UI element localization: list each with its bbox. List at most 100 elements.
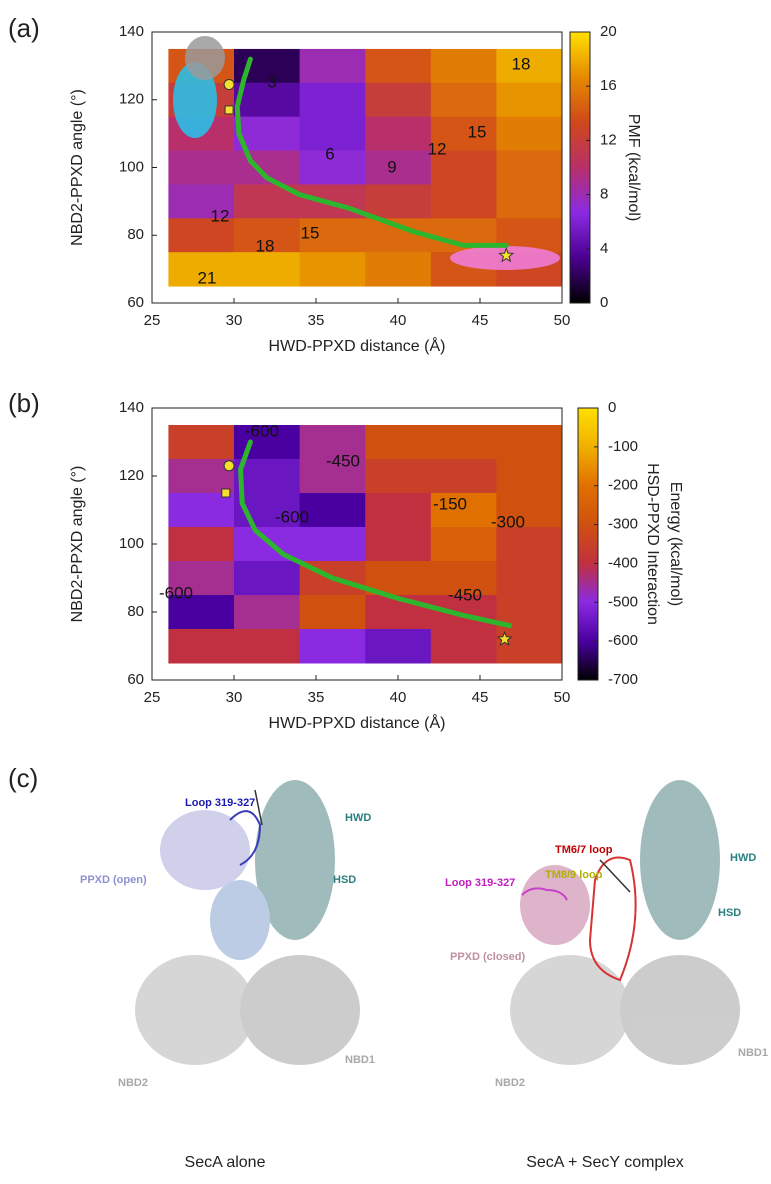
heatmap-cell bbox=[430, 48, 497, 84]
y-tick-label: 60 bbox=[127, 671, 144, 688]
structure-label: NBD1 bbox=[345, 1054, 375, 1066]
x-tick-label: 50 bbox=[554, 312, 571, 329]
contour-label: -150 bbox=[433, 494, 467, 513]
colorbar-tick-label: -600 bbox=[608, 632, 638, 649]
heatmap-cell bbox=[168, 184, 235, 219]
pathway bbox=[238, 439, 513, 629]
heatmap-cell bbox=[299, 459, 366, 494]
heatmap-cell bbox=[365, 48, 432, 84]
heatmap-cell bbox=[234, 459, 301, 494]
structure-right bbox=[510, 780, 740, 1065]
x-tick-label: 30 bbox=[226, 689, 243, 706]
heatmap-cell bbox=[299, 493, 366, 528]
heatmap-cell bbox=[299, 116, 366, 152]
contour-label: -600 bbox=[245, 421, 279, 440]
y-tick-label: 60 bbox=[127, 294, 144, 311]
structure-label: NBD2 bbox=[118, 1077, 148, 1089]
colorbar-tick-label: 12 bbox=[600, 131, 617, 148]
heatmap-cell bbox=[234, 218, 301, 253]
heatmap-cell bbox=[496, 48, 563, 84]
contour-label: 12 bbox=[428, 139, 447, 158]
heatmap-cell bbox=[365, 425, 432, 460]
y-tick-label: 80 bbox=[127, 226, 144, 243]
marker bbox=[498, 247, 515, 263]
heatmap-cell bbox=[365, 459, 432, 494]
caption: SecA alone bbox=[185, 1154, 266, 1171]
colorbar-tick-label: 0 bbox=[600, 294, 608, 311]
structure-label: Loop 319-327 bbox=[185, 797, 255, 809]
marker bbox=[221, 488, 231, 498]
heatmap-cell bbox=[430, 561, 497, 596]
colorbar bbox=[569, 31, 591, 304]
x-tick-label: 35 bbox=[308, 689, 325, 706]
colorbar bbox=[577, 407, 599, 681]
structure-label: PPXD (open) bbox=[80, 874, 147, 886]
heatmap-cell bbox=[430, 629, 497, 664]
colorbar-tick-label: -700 bbox=[608, 671, 638, 688]
marker bbox=[223, 79, 235, 91]
y-tick-label: 100 bbox=[119, 535, 144, 552]
marker bbox=[496, 630, 513, 646]
heatmap-cell bbox=[234, 252, 301, 287]
heatmap-cell bbox=[365, 629, 432, 664]
heatmap-cell bbox=[168, 527, 235, 562]
heatmap-cell bbox=[496, 493, 563, 528]
y-tick-label: 140 bbox=[119, 23, 144, 40]
heatmap-cell bbox=[430, 425, 497, 460]
y-tick-label: 80 bbox=[127, 603, 144, 620]
contour-label: 15 bbox=[301, 223, 320, 242]
colorbar-tick-label: 0 bbox=[608, 399, 616, 416]
pathway bbox=[234, 56, 509, 248]
colorbar-tick-label: 4 bbox=[600, 240, 608, 257]
heatmap-cell bbox=[168, 150, 235, 185]
y-tick-label: 120 bbox=[119, 91, 144, 108]
colorbar-label: Energy (kcal/mol) bbox=[667, 482, 684, 606]
heatmap-cell bbox=[168, 425, 235, 460]
colorbar-label: HSD-PPXD Interaction bbox=[644, 463, 661, 625]
heatmap-cell bbox=[430, 150, 497, 185]
heatmap-cell bbox=[430, 527, 497, 562]
point-cloud bbox=[173, 62, 217, 138]
contour-label: 9 bbox=[387, 157, 396, 176]
heatmap-cell bbox=[496, 629, 563, 664]
heatmap-cell bbox=[365, 150, 432, 185]
y-axis-label: NBD2-PPXD angle (°) bbox=[69, 466, 86, 623]
panel-label: (a) bbox=[8, 13, 40, 43]
heatmap-cell bbox=[168, 629, 235, 664]
x-tick-label: 45 bbox=[472, 689, 489, 706]
heatmap-cell bbox=[299, 425, 366, 460]
contour-label: -600 bbox=[275, 507, 309, 526]
structure-label: HSD bbox=[718, 907, 741, 919]
contour-label: -600 bbox=[159, 583, 193, 602]
heatmap-cell bbox=[234, 629, 301, 664]
x-axis-label: HWD-PPXD distance (Å) bbox=[269, 336, 446, 355]
x-tick-label: 25 bbox=[144, 312, 161, 329]
heatmap-cell bbox=[234, 561, 301, 596]
heatmap-cell bbox=[299, 82, 366, 118]
heatmap-cell bbox=[299, 527, 366, 562]
caption: SecA + SecY complex bbox=[526, 1154, 684, 1171]
contour-label: -450 bbox=[448, 585, 482, 604]
structure-label: PPXD (closed) bbox=[450, 951, 526, 963]
heatmap-cell bbox=[365, 184, 432, 219]
marker bbox=[224, 105, 234, 115]
heatmap-cell bbox=[430, 493, 497, 528]
panel-label: (b) bbox=[8, 388, 40, 418]
x-tick-label: 40 bbox=[390, 312, 407, 329]
point-cloud bbox=[185, 36, 225, 80]
structure-label: HWD bbox=[730, 852, 756, 864]
heatmap-cell bbox=[496, 527, 563, 562]
heatmap-cell bbox=[168, 595, 235, 630]
y-axis-label: NBD2-PPXD angle (°) bbox=[69, 89, 86, 246]
heatmap-cell bbox=[430, 82, 497, 118]
contour-label: 21 bbox=[198, 268, 217, 287]
contour-label: 18 bbox=[256, 236, 275, 255]
y-tick-label: 140 bbox=[119, 399, 144, 416]
heatmap-cell bbox=[234, 595, 301, 630]
heatmap-cell bbox=[299, 48, 366, 84]
heatmap-cell bbox=[365, 493, 432, 528]
structure-left bbox=[135, 780, 360, 1065]
heatmap-cell bbox=[496, 150, 563, 185]
heatmap-cell bbox=[365, 252, 432, 287]
